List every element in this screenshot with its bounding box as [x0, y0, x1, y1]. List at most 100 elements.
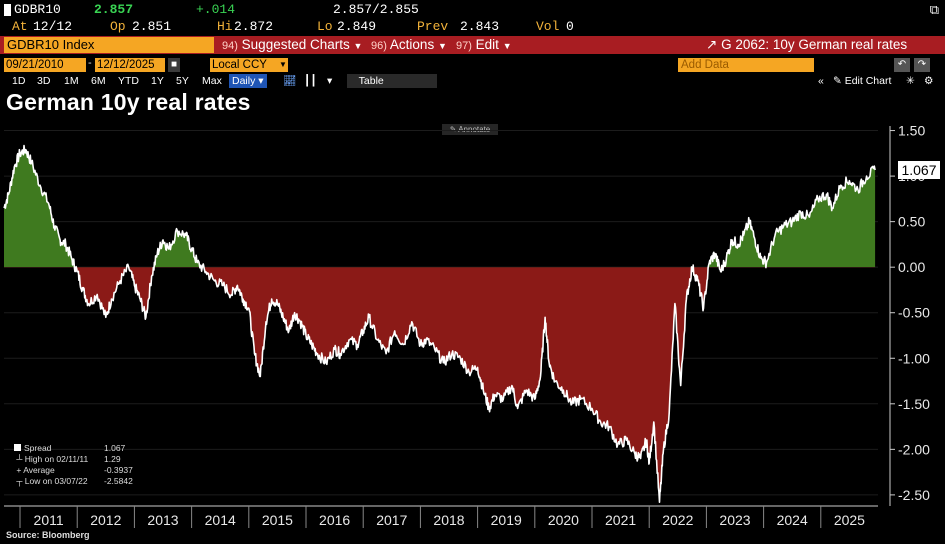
sparkle-icon[interactable]: ✳	[906, 75, 915, 87]
period-max[interactable]: Max	[202, 75, 222, 87]
legend-spread-label: Spread	[24, 443, 52, 453]
annotate-button[interactable]: ✎ Annotate	[442, 124, 498, 135]
range-row: 09/21/2010 - 12/12/2025 ■ Local CCY ▼ Ad…	[0, 57, 945, 73]
table-label: Table	[358, 75, 384, 87]
legend-low-value: -2.5842	[104, 476, 133, 486]
y-tick-label: -2.00	[898, 441, 930, 457]
chart-title-link[interactable]: ↗ G 2062: 10y German real rates	[706, 37, 907, 53]
high-value: 2.872	[234, 19, 274, 34]
chevron-down-icon: ▼	[502, 41, 512, 51]
add-data-input[interactable]: Add Data	[678, 58, 814, 72]
period-5y[interactable]: 5Y	[176, 75, 189, 87]
start-date-input[interactable]: 09/21/2010	[4, 58, 86, 72]
period-6m[interactable]: 6M	[91, 75, 106, 87]
suggested-charts-menu[interactable]: 94) Suggested Charts ▼	[222, 37, 362, 53]
calendar-icon[interactable]: ■	[168, 58, 180, 72]
currency-select[interactable]: Local CCY	[210, 58, 278, 72]
y-tick-label: 0.00	[898, 259, 925, 275]
y-tick-label: -0.50	[898, 305, 930, 321]
x-tick-label: 2015	[262, 512, 293, 528]
period-1d[interactable]: 1D	[12, 75, 26, 87]
bar-type-icon[interactable]: ┃┃	[304, 75, 317, 87]
last-price: 2.857	[94, 2, 134, 17]
last-value-tag: 1.067	[898, 161, 940, 179]
x-tick-label: 2020	[548, 512, 579, 528]
ticker[interactable]: GDBR10	[14, 2, 61, 17]
high-label: Hi	[217, 19, 233, 34]
table-toggle[interactable]: Table	[347, 74, 437, 88]
low-label: Lo	[317, 19, 333, 34]
frequency-label: Daily	[232, 75, 256, 87]
resize-icon[interactable]: ⧉	[929, 3, 939, 18]
x-tick-label: 2021	[605, 512, 636, 528]
function-toolbar: GDBR10 Index 94) Suggested Charts ▼ 96) …	[0, 36, 945, 54]
x-tick-label: 2011	[34, 512, 64, 528]
chevron-down-icon: ▼	[353, 41, 363, 51]
open-label: Op	[110, 19, 126, 34]
y-tick-label: -2.50	[898, 487, 930, 503]
period-3d[interactable]: 3D	[37, 75, 51, 87]
vol-value: 0	[566, 19, 574, 34]
period-row: 1D 3D 1M 6M YTD 1Y 5Y Max Daily ▾ 📈︎ ┃┃ …	[0, 74, 945, 88]
prev-label: Prev	[417, 19, 449, 34]
edit-label: Edit	[475, 37, 499, 52]
chart-legend: Spread 1.067 ┴ High on 02/11/11 1.29 + Ave…	[14, 443, 133, 487]
period-1m[interactable]: 1M	[64, 75, 79, 87]
open-value: 2.851	[132, 19, 172, 34]
undo-icon[interactable]: ↶	[894, 58, 910, 72]
period-1y[interactable]: 1Y	[151, 75, 164, 87]
collapse-icon[interactable]: «	[818, 75, 824, 87]
edit-menu[interactable]: 97) Edit ▼	[456, 37, 512, 53]
source-note: Source: Bloomberg	[6, 530, 90, 540]
chart-title-text: G 2062: 10y German real rates	[721, 37, 908, 52]
x-tick-label: 2017	[376, 512, 407, 528]
at-value: 12/12	[33, 19, 73, 34]
annotate-label: Annotate	[458, 125, 491, 134]
external-link-icon: ↗	[706, 37, 718, 52]
range-dash: -	[88, 57, 92, 69]
stats-row: At 12/12 Op 2.851 Hi 2.872 Lo 2.849 Prev…	[0, 17, 945, 35]
x-tick-label: 2012	[90, 512, 121, 528]
chevron-down-icon[interactable]: ▼	[278, 58, 288, 72]
security-field[interactable]: GDBR10 Index	[4, 37, 214, 53]
spread-line	[3, 144, 876, 503]
net-change: +.014	[196, 2, 236, 17]
at-label: At	[12, 19, 28, 34]
actions-menu[interactable]: 96) Actions ▼	[371, 37, 447, 53]
legend-avg-label: Average	[23, 465, 55, 475]
chevron-down-icon: ▼	[437, 41, 447, 51]
edit-chart-button[interactable]: ✎ Edit Chart	[833, 75, 892, 87]
gear-icon[interactable]: ⚙	[924, 75, 934, 87]
end-date-input[interactable]: 12/12/2025	[95, 58, 165, 72]
suggested-label: Suggested Charts	[241, 37, 350, 52]
legend-spread-value: 1.067	[104, 443, 126, 453]
x-tick-label: 2025	[834, 512, 865, 528]
x-tick-label: 2013	[147, 512, 178, 528]
legend-high: ┴ High on 02/11/11 1.29	[14, 454, 121, 464]
type-menu-icon[interactable]: ▾	[327, 75, 333, 87]
x-tick-label: 2024	[777, 512, 808, 528]
x-tick-label: 2019	[491, 512, 522, 528]
legend-average: + Average -0.3937	[14, 465, 133, 475]
vol-label: Vol	[536, 19, 560, 34]
period-ytd[interactable]: YTD	[118, 75, 139, 87]
y-tick-label: 1.50	[898, 123, 925, 139]
negative-area	[4, 267, 876, 503]
actions-num: 96)	[371, 40, 387, 52]
x-tick-label: 2022	[662, 512, 693, 528]
legend-spread: Spread 1.067	[14, 443, 125, 454]
x-tick-label: 2014	[205, 512, 236, 528]
legend-low: ┬ Low on 03/07/22 -2.5842	[14, 476, 133, 486]
line-chart-icon[interactable]: 📈︎	[283, 75, 297, 87]
prev-value: 2.843	[460, 19, 500, 34]
y-tick-label: -1.50	[898, 396, 930, 412]
chart-area[interactable]: 1.501.000.500.00-0.50-1.00-1.50-2.00-2.5…	[0, 120, 945, 544]
bid-ask: 2.857/2.855	[333, 2, 419, 17]
chart-title: German 10y real rates	[6, 89, 251, 115]
ticker-marker	[4, 4, 11, 16]
frequency-select[interactable]: Daily ▾	[229, 74, 267, 88]
redo-icon[interactable]: ↷	[914, 58, 930, 72]
legend-swatch	[14, 444, 21, 451]
legend-avg-value: -0.3937	[104, 465, 133, 475]
actions-label: Actions	[389, 37, 435, 52]
